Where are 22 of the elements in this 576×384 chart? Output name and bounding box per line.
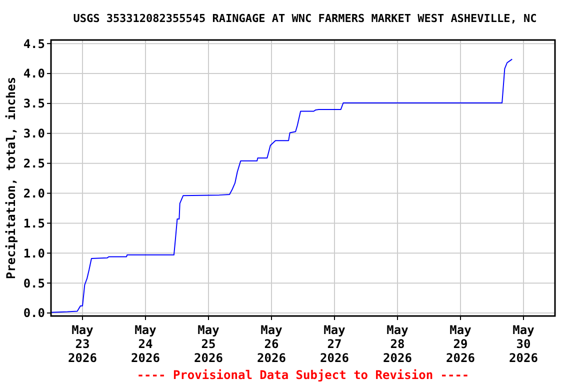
text: ---- Provisional Data Subject to Revision ---- [136,368,470,382]
y-tick-label: 2.5 [23,156,45,171]
y-tick-label: 4.5 [23,36,45,51]
y-axis-title: Precipitation, total, inches [4,76,18,280]
x-tick-label: May 28 2026 [383,323,412,365]
x-tick-label: May 26 2026 [257,323,286,365]
y-tick-label: 0.0 [23,306,45,320]
x-tick-label: May 25 2026 [194,323,223,365]
x-tick-label: May 24 2026 [131,323,160,365]
y-tick-label: 0.5 [23,276,45,290]
y-tick-label: 3.0 [23,126,45,141]
chart-title: USGS 353312082355545 RAINGAGE AT WNC FARMERS MARKET WEST ASHEVILLE, NC [73,12,537,25]
y-tick-label: 1.5 [23,216,45,230]
x-tick-label: May 27 2026 [320,323,349,365]
x-tick-label: May 23 2026 [68,323,97,365]
x-tick-label: May 29 2026 [446,323,475,365]
line-series [50,58,513,313]
x-tick-label: May 30 2026 [509,323,538,365]
y-tick-label: 1.0 [23,246,45,260]
y-tick-label: 2.0 [23,186,45,200]
y-tick-label: 4.0 [23,66,45,81]
y-tick-label: 3.5 [23,96,45,111]
